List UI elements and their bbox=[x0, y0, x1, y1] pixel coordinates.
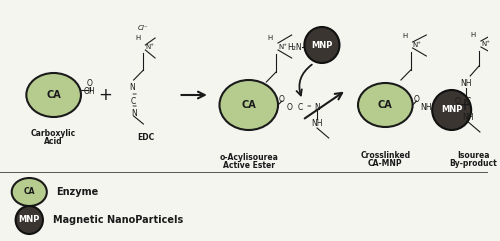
Text: =: = bbox=[131, 105, 136, 109]
Text: NH: NH bbox=[420, 103, 432, 113]
Text: N⁺: N⁺ bbox=[481, 41, 490, 47]
Text: CA: CA bbox=[24, 187, 35, 196]
Text: H: H bbox=[470, 32, 476, 38]
Text: O: O bbox=[454, 96, 460, 106]
Text: H: H bbox=[402, 33, 407, 39]
FancyArrowPatch shape bbox=[296, 65, 312, 95]
Text: N⁺: N⁺ bbox=[146, 44, 154, 50]
Text: Active Ester: Active Ester bbox=[223, 161, 275, 169]
Ellipse shape bbox=[16, 206, 43, 234]
Text: O: O bbox=[414, 94, 420, 103]
Text: O: O bbox=[287, 102, 292, 112]
Text: By-product: By-product bbox=[449, 159, 497, 167]
Text: Acid: Acid bbox=[44, 138, 63, 147]
Text: CA: CA bbox=[242, 100, 256, 110]
Text: C: C bbox=[131, 96, 136, 106]
Text: OH: OH bbox=[84, 87, 96, 96]
Text: O: O bbox=[279, 94, 285, 103]
Text: o-Acylisourea: o-Acylisourea bbox=[220, 153, 278, 161]
Text: NH: NH bbox=[462, 113, 474, 121]
Text: N: N bbox=[131, 108, 136, 118]
Text: Carboxylic: Carboxylic bbox=[31, 128, 76, 138]
Text: =: = bbox=[307, 105, 312, 109]
Text: Enzyme: Enzyme bbox=[56, 187, 99, 197]
Ellipse shape bbox=[304, 27, 340, 63]
Text: Cl⁻: Cl⁻ bbox=[138, 25, 148, 31]
Text: NH: NH bbox=[460, 79, 472, 87]
Text: N⁺: N⁺ bbox=[278, 44, 287, 50]
Text: NH: NH bbox=[312, 119, 323, 127]
Text: MNP: MNP bbox=[441, 106, 462, 114]
Text: +: + bbox=[458, 96, 471, 114]
Text: CA: CA bbox=[378, 100, 392, 110]
Text: N⁺: N⁺ bbox=[412, 42, 422, 48]
Text: MNP: MNP bbox=[311, 40, 332, 49]
Text: Isourea: Isourea bbox=[457, 150, 490, 160]
Ellipse shape bbox=[220, 80, 278, 130]
Text: MNP: MNP bbox=[18, 215, 40, 225]
Text: C: C bbox=[298, 102, 303, 112]
Text: Magnetic NanoParticels: Magnetic NanoParticels bbox=[52, 215, 183, 225]
Text: =: = bbox=[131, 93, 136, 98]
Text: H: H bbox=[268, 35, 273, 41]
Ellipse shape bbox=[432, 90, 471, 130]
Text: H₂N: H₂N bbox=[288, 42, 302, 52]
Text: CA: CA bbox=[46, 90, 61, 100]
Ellipse shape bbox=[12, 178, 47, 206]
Text: +: + bbox=[98, 86, 112, 104]
Text: EDC: EDC bbox=[138, 134, 155, 142]
Text: CA-MNP: CA-MNP bbox=[368, 159, 402, 167]
Text: O: O bbox=[87, 79, 92, 87]
Ellipse shape bbox=[26, 73, 81, 117]
Text: N: N bbox=[314, 102, 320, 112]
Text: Crosslinked: Crosslinked bbox=[360, 150, 410, 160]
Ellipse shape bbox=[358, 83, 412, 127]
Text: C: C bbox=[466, 96, 471, 106]
Text: H: H bbox=[135, 35, 140, 41]
Text: N: N bbox=[129, 83, 134, 93]
